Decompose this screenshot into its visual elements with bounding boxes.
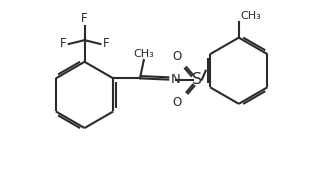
Text: F: F <box>81 12 88 25</box>
Text: CH₃: CH₃ <box>133 49 154 59</box>
Text: F: F <box>60 37 67 51</box>
Text: CH₃: CH₃ <box>241 11 262 21</box>
Text: F: F <box>102 37 109 51</box>
Text: O: O <box>173 50 182 63</box>
Text: S: S <box>192 72 202 87</box>
Text: N: N <box>171 73 181 86</box>
Text: O: O <box>173 96 182 109</box>
